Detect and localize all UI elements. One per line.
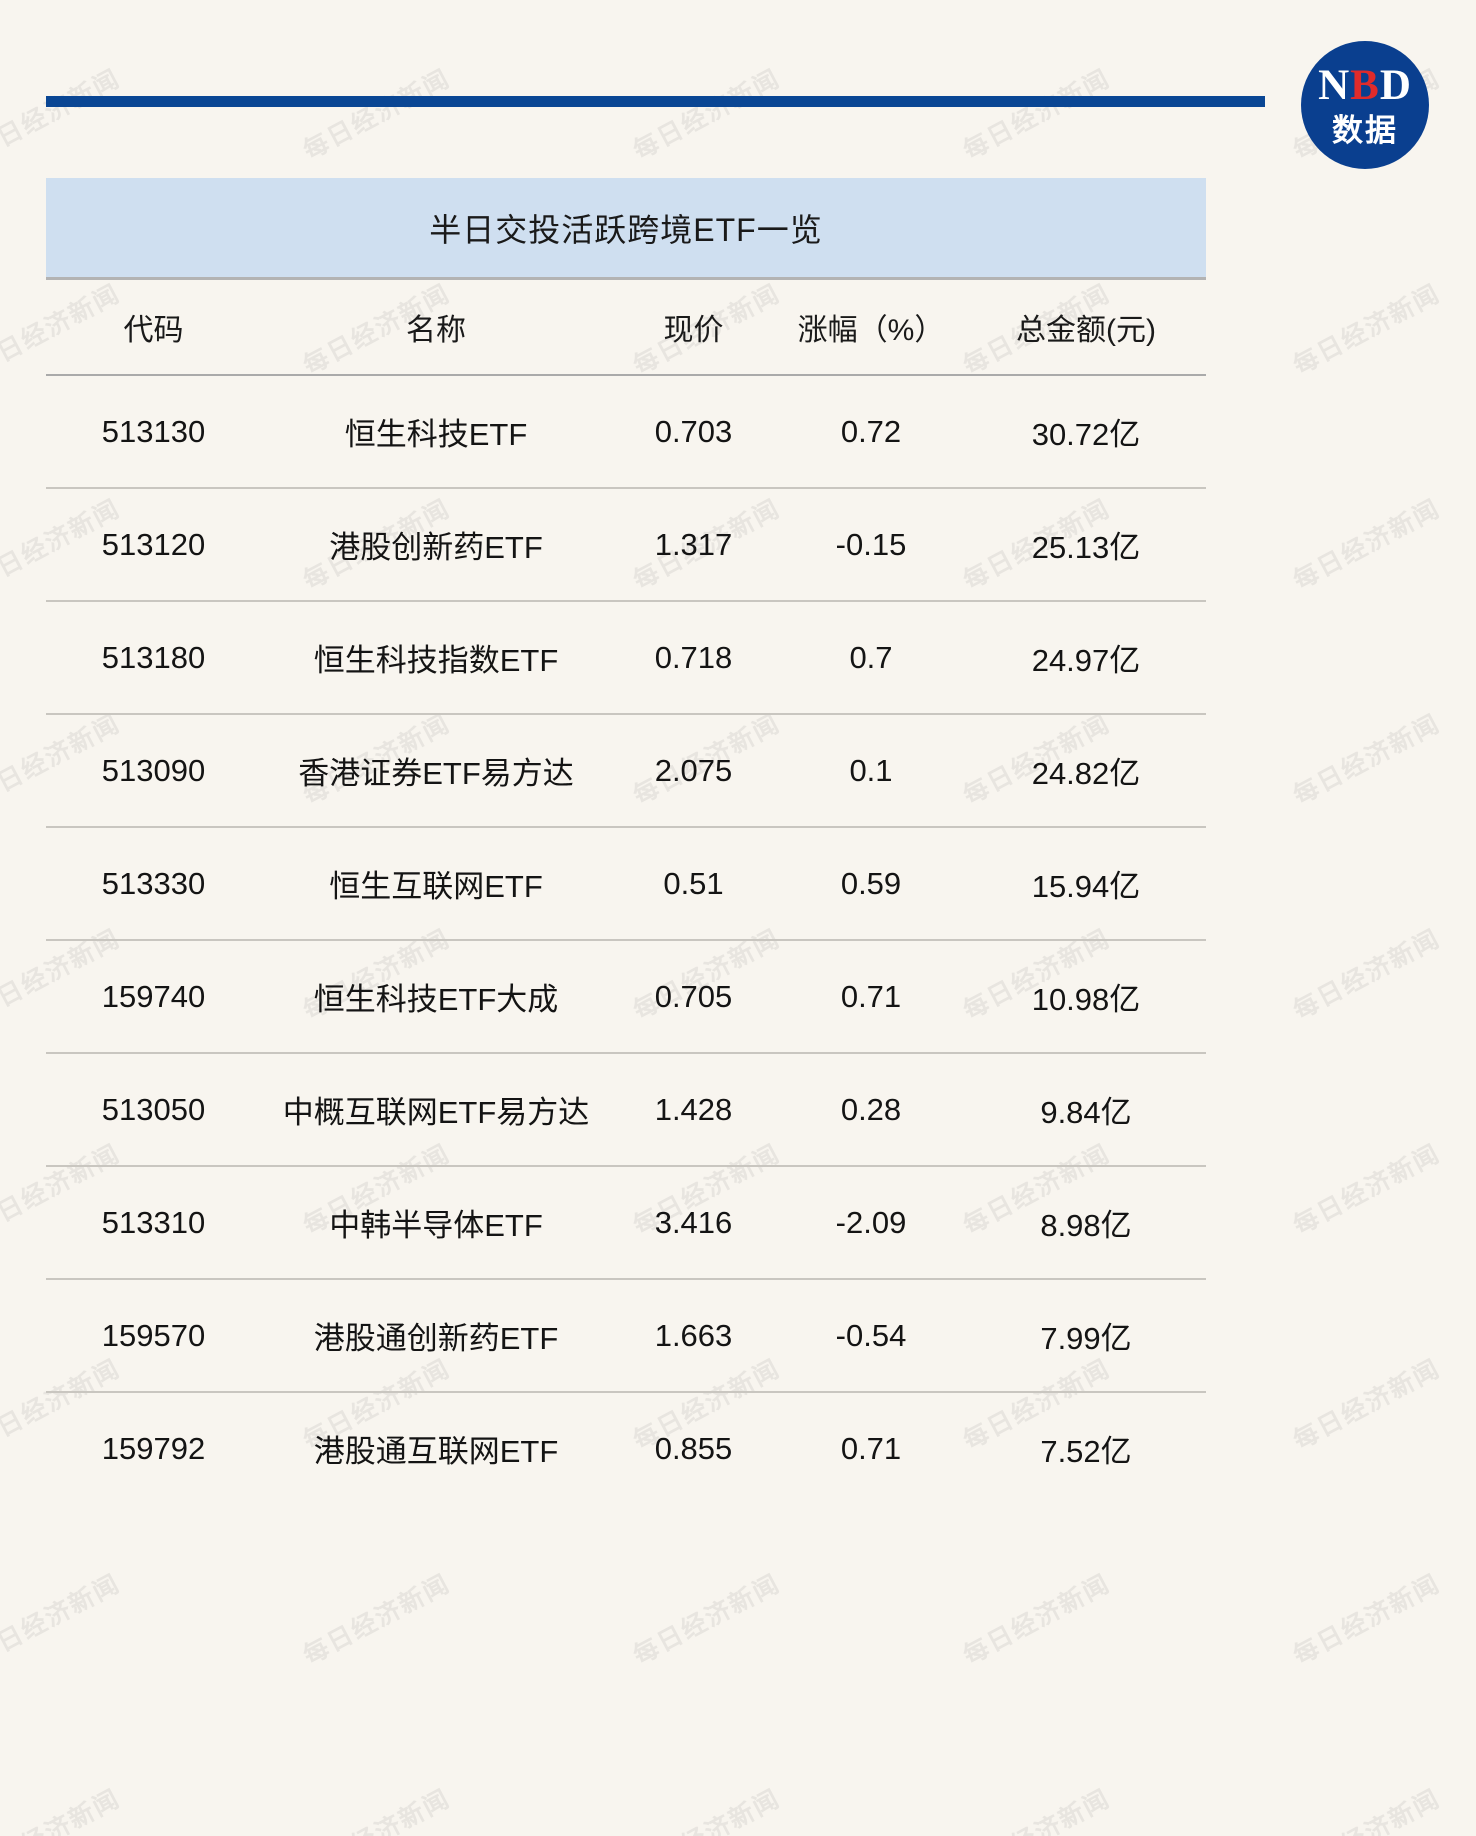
cell-change: 0.71: [840, 1430, 902, 1466]
column-header-name: 名称: [261, 280, 611, 376]
cell-price: 0.703: [611, 375, 776, 489]
cell-amount: 30.72亿: [966, 375, 1206, 489]
watermark-text: 每日经济新闻: [1289, 1785, 1446, 1836]
column-header-change: 涨幅（%）: [776, 280, 966, 376]
cell-amount: 7.99亿: [966, 1279, 1206, 1393]
watermark-text: 每日经济新闻: [1289, 1140, 1446, 1241]
cell-price: 0.705: [611, 940, 776, 1054]
cell-price: 0.718: [611, 601, 776, 715]
cell-change: 0.72: [776, 375, 966, 489]
cell-change: -2.09: [776, 1166, 966, 1280]
cell-name: 港股创新药ETF: [261, 488, 611, 602]
cell-name: 中韩半导体ETF: [261, 1166, 611, 1280]
table-row: 159570 港股通创新药ETF 1.663 -0.54 7.99亿: [46, 1279, 1206, 1393]
table-title-text: 半日交投活跃跨境ETF一览: [429, 211, 823, 248]
column-header-price: 现价: [611, 280, 776, 376]
cell-code: 513330: [46, 827, 261, 941]
watermark-text: 每日经济新闻: [629, 1785, 786, 1836]
cell-price: 0.51: [611, 827, 776, 941]
cell-code: 159740: [46, 940, 261, 1054]
cell-code: 513050: [46, 1053, 261, 1167]
watermark-text: 每日经济新闻: [299, 1570, 456, 1671]
cell-name: 恒生科技指数ETF: [261, 601, 611, 715]
cell-change: 0.7: [776, 601, 966, 715]
cell-name: 恒生互联网ETF: [261, 827, 611, 941]
cell-amount: 25.13亿: [966, 488, 1206, 602]
cell-change: 0.71: [776, 940, 966, 1054]
watermark-text: 每日经济新闻: [1289, 1355, 1446, 1456]
cell-amount: 9.84亿: [966, 1053, 1206, 1167]
cell-change: 0.1: [776, 714, 966, 828]
cell-amount: 15.94亿: [966, 827, 1206, 941]
cell-name: 中概互联网ETF易方达: [261, 1053, 611, 1167]
cell-name: 香港证券ETF易方达: [261, 714, 611, 828]
table-row: 513180 恒生科技指数ETF 0.718 0.7 24.97亿: [46, 601, 1206, 715]
cell-amount: 24.82亿: [966, 714, 1206, 828]
watermark-text: 每日经济新闻: [0, 1785, 126, 1836]
cell-code: 159570: [46, 1279, 261, 1393]
etf-table-container: 半日交投活跃跨境ETF一览 代码 名称 现价 涨幅（%） 总金额(元) 5131…: [46, 178, 1206, 1504]
cell-amount: 24.97亿: [966, 601, 1206, 715]
table-row: 513050 中概互联网ETF易方达 1.428 0.28 9.84亿: [46, 1053, 1206, 1167]
cell-change: -0.15: [776, 488, 966, 602]
table-row: 513330 恒生互联网ETF 0.51 0.59 15.94亿: [46, 827, 1206, 941]
etf-table: 代码 名称 现价 涨幅（%） 总金额(元) 513130 恒生科技ETF 0.703…: [46, 280, 1206, 1504]
table-row: 159792 港股通互联网ETF 0.855 0.71 7.52亿: [46, 1392, 1206, 1504]
cell-amount: 8.98亿: [966, 1166, 1206, 1280]
cell-code: 513180: [46, 601, 261, 715]
watermark-text: 每日经济新闻: [1289, 495, 1446, 596]
cell-amount: 7.52亿: [1040, 1434, 1132, 1469]
table-row: 513310 中韩半导体ETF 3.416 -2.09 8.98亿: [46, 1166, 1206, 1280]
table-row: 513090 香港证券ETF易方达 2.075 0.1 24.82亿: [46, 714, 1206, 828]
cell-code: 513090: [46, 714, 261, 828]
cell-price: 0.855: [654, 1430, 733, 1466]
nbd-letter-n: N: [1318, 62, 1351, 109]
cell-price: 1.428: [611, 1053, 776, 1167]
cell-change: 0.59: [776, 827, 966, 941]
cell-price: 1.317: [611, 488, 776, 602]
cell-code: 513310: [46, 1166, 261, 1280]
nbd-letter-d: D: [1379, 62, 1412, 109]
watermark-text: 每日经济新闻: [1289, 925, 1446, 1026]
watermark-text: 每日经济新闻: [629, 1570, 786, 1671]
etf-table-head: 代码 名称 现价 涨幅（%） 总金额(元): [46, 280, 1206, 376]
watermark-text: 每日经济新闻: [1289, 1570, 1446, 1671]
watermark-text: 每日经济新闻: [1289, 280, 1446, 381]
watermark-text: 每日经济新闻: [1289, 710, 1446, 811]
cell-name: 港股通互联网ETF: [313, 1434, 559, 1469]
column-header-code: 代码: [46, 280, 261, 376]
header-rule: [46, 96, 1265, 107]
cell-change: -0.54: [776, 1279, 966, 1393]
table-title-bar: 半日交投活跃跨境ETF一览: [46, 178, 1206, 280]
cell-price: 3.416: [611, 1166, 776, 1280]
cell-price: 1.663: [611, 1279, 776, 1393]
nbd-logo-subtitle: 数据: [1332, 113, 1398, 148]
cell-name: 恒生科技ETF大成: [261, 940, 611, 1054]
etf-table-body: 513130 恒生科技ETF 0.703 0.72 30.72亿 513120 港股创新药E…: [46, 375, 1206, 1504]
cell-change: 0.28: [776, 1053, 966, 1167]
cell-code: 513130: [46, 375, 261, 489]
table-row: 513130 恒生科技ETF 0.703 0.72 30.72亿: [46, 375, 1206, 489]
cell-amount: 10.98亿: [966, 940, 1206, 1054]
nbd-letter-b: B: [1350, 62, 1380, 109]
cell-code: 159792: [101, 1430, 206, 1466]
watermark-text: 每日经济新闻: [0, 1570, 126, 1671]
table-row: 159740 恒生科技ETF大成 0.705 0.71 10.98亿: [46, 940, 1206, 1054]
cell-name: 恒生科技ETF: [261, 375, 611, 489]
watermark-text: 每日经济新闻: [959, 1785, 1116, 1836]
table-row: 513120 港股创新药ETF 1.317 -0.15 25.13亿: [46, 488, 1206, 602]
table-header-row: 代码 名称 现价 涨幅（%） 总金额(元): [46, 280, 1206, 376]
watermark-text: 每日经济新闻: [959, 1570, 1116, 1671]
cell-price: 2.075: [611, 714, 776, 828]
cell-code: 513120: [46, 488, 261, 602]
watermark-text: 每日经济新闻: [299, 1785, 456, 1836]
cell-name: 港股通创新药ETF: [261, 1279, 611, 1393]
column-header-amount: 总金额(元): [966, 280, 1206, 376]
